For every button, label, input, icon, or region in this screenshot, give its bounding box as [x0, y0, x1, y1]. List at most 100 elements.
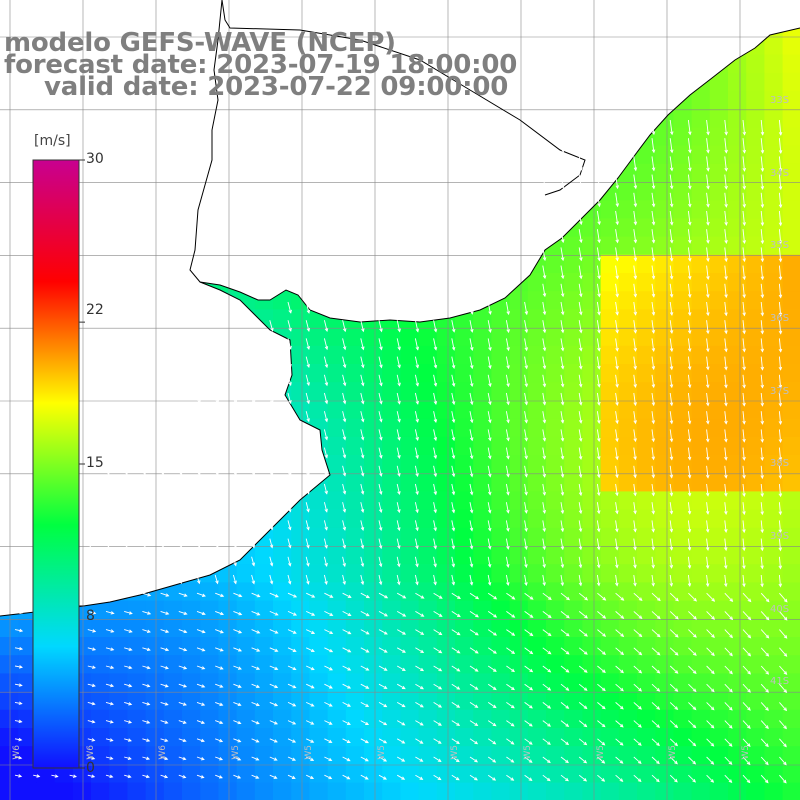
- wind-cell: [145, 655, 165, 674]
- wind-cell: [345, 728, 365, 747]
- wind-cell: [0, 709, 19, 729]
- lon-label: W6: [12, 745, 22, 760]
- wind-cell: [709, 382, 729, 401]
- wind-cell: [254, 728, 274, 747]
- wind-cell: [218, 764, 238, 784]
- wind-cell: [582, 382, 602, 401]
- wind-cell: [327, 728, 347, 747]
- colorbar-tick-22: 22: [86, 302, 104, 318]
- wind-cell: [364, 382, 383, 401]
- wind-cell: [345, 364, 365, 383]
- wind-cell: [746, 637, 765, 656]
- wind-cell: [637, 163, 656, 183]
- wind-cell: [273, 709, 292, 729]
- wind-cell: [746, 400, 765, 420]
- wind-cell: [436, 782, 456, 800]
- wind-cell: [273, 309, 292, 329]
- wind-cell: [364, 764, 383, 784]
- wind-cell: [455, 782, 474, 800]
- wind-cell: [618, 236, 638, 256]
- wind-cell: [127, 637, 147, 656]
- wind-cell: [473, 728, 492, 747]
- wind-cell: [309, 600, 329, 620]
- wind-cell: [436, 728, 456, 747]
- wind-cell: [746, 218, 765, 238]
- wind-cell: [637, 382, 656, 401]
- wind-cell: [655, 345, 674, 365]
- colorbar-gradient: [32, 159, 80, 769]
- wind-cell: [764, 273, 784, 292]
- wind-cell: [273, 655, 292, 674]
- wind-cell: [691, 637, 711, 656]
- wind-cell: [309, 728, 329, 747]
- wind-cell: [291, 327, 310, 347]
- colorbar-tick-30: 30: [86, 151, 104, 167]
- lon-label: W5: [450, 745, 460, 760]
- wind-cell: [309, 709, 329, 729]
- wind-cell: [109, 637, 128, 656]
- wind-cell: [637, 200, 656, 219]
- wind-cell: [764, 655, 784, 674]
- wind-cell: [327, 382, 347, 401]
- wind-cell: [345, 655, 365, 674]
- wind-cell: [691, 655, 711, 674]
- wind-cell: [436, 418, 456, 438]
- wind-cell: [582, 782, 602, 800]
- wind-cell: [782, 618, 800, 638]
- wind-cell: [382, 782, 401, 800]
- wind-cell: [764, 72, 784, 92]
- wind-cell: [400, 746, 420, 765]
- wind-cell: [637, 309, 656, 329]
- wind-cell: [236, 782, 256, 800]
- wind-cell: [218, 600, 238, 620]
- wind-cell: [728, 382, 747, 401]
- wind-cell: [600, 382, 620, 401]
- wind-cell: [182, 673, 201, 693]
- wind-cell: [327, 600, 347, 620]
- wind-cell: [564, 418, 583, 438]
- wind-cell: [764, 382, 784, 401]
- wind-cell: [163, 655, 183, 674]
- wind-cell: [546, 291, 565, 310]
- wind-cell: [746, 364, 765, 383]
- wind-cell: [309, 364, 329, 383]
- wind-cell: [418, 655, 438, 674]
- wind-cell: [782, 54, 800, 74]
- wind-cell: [364, 345, 383, 365]
- wind-cell: [764, 109, 784, 128]
- wind-cell: [691, 709, 711, 729]
- wind-cell: [673, 273, 693, 292]
- wind-cell: [782, 218, 800, 238]
- wind-cell: [564, 291, 583, 310]
- wind-cell: [782, 418, 800, 438]
- wind-cell: [564, 400, 583, 420]
- wind-cell: [600, 327, 620, 347]
- wind-cell: [618, 182, 638, 201]
- wind-cell: [200, 728, 219, 747]
- wind-cell: [127, 782, 147, 800]
- wind-cell: [400, 364, 420, 383]
- wind-cell: [637, 418, 656, 438]
- wind-cell: [728, 327, 747, 347]
- wind-cell: [309, 327, 329, 347]
- wind-cell: [564, 254, 583, 274]
- wind-cell: [764, 327, 784, 347]
- wind-cell: [182, 782, 201, 800]
- wind-cell: [345, 746, 365, 765]
- wind-cell: [728, 345, 747, 365]
- wind-cell: [691, 600, 711, 620]
- wind-cell: [273, 291, 292, 310]
- wind-cell: [382, 764, 401, 784]
- wind-cell: [782, 782, 800, 800]
- wind-cell: [218, 691, 238, 711]
- wind-cell: [127, 600, 147, 620]
- wind-cell: [546, 309, 565, 329]
- lat-label: 41S: [770, 676, 790, 687]
- wind-cell: [509, 400, 529, 420]
- wind-cell: [218, 728, 238, 747]
- wind-cell: [291, 764, 310, 784]
- wind-cell: [436, 364, 456, 383]
- wind-cell: [691, 218, 711, 238]
- wind-cell: [728, 109, 747, 128]
